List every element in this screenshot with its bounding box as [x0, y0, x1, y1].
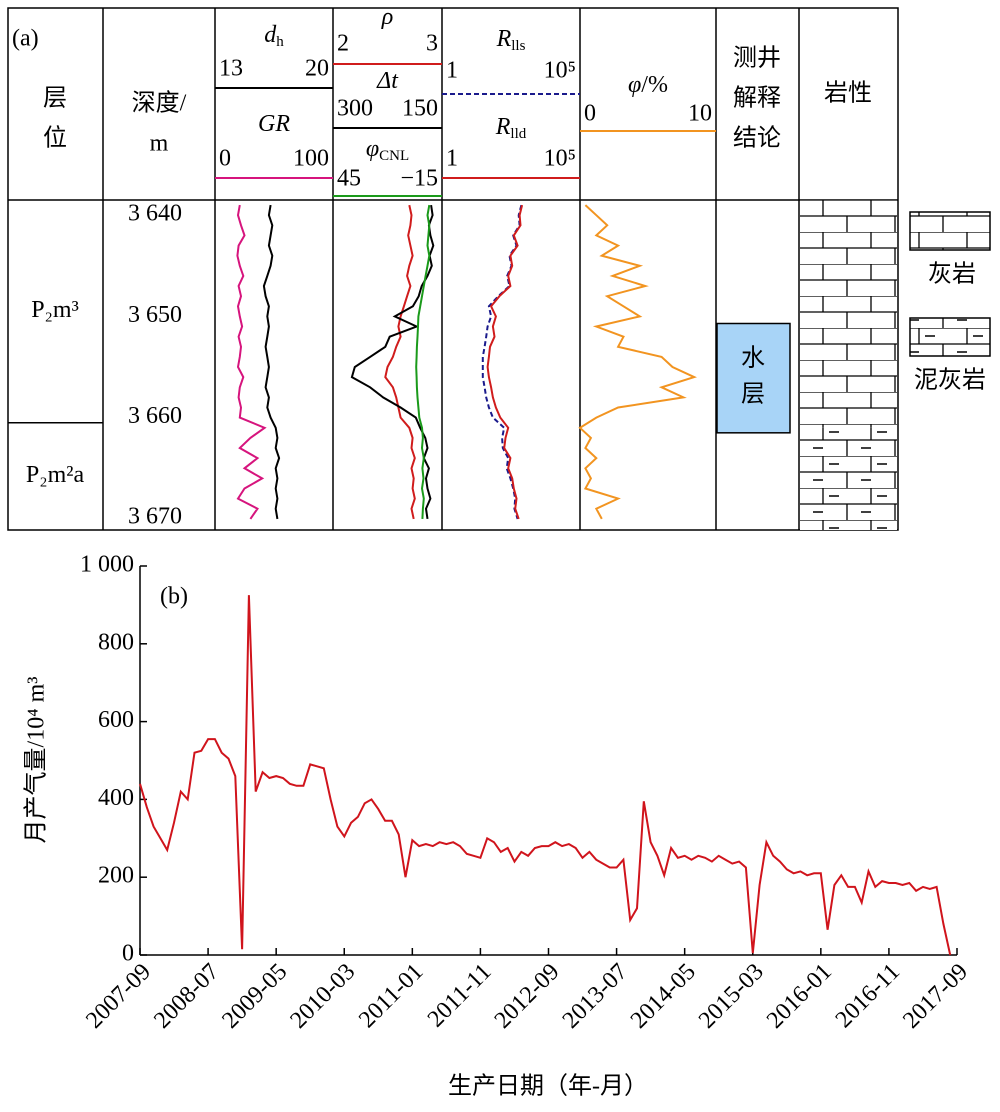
- curve-symbol: φ: [366, 136, 379, 162]
- scale-label: 2: [337, 31, 349, 57]
- legend-swatch: [909, 317, 991, 357]
- layer-label: P₂m³: [31, 297, 79, 323]
- depth-label: 3 660: [128, 403, 182, 429]
- scale-label: 100: [293, 146, 329, 172]
- x-tick-label: 2007-09: [81, 959, 156, 1034]
- scale-label: 150: [402, 96, 438, 122]
- zone-label: 层: [741, 382, 765, 408]
- x-tick-label: 2014-05: [626, 959, 701, 1034]
- y-tick-label: 200: [98, 863, 134, 889]
- y-tick-label: 800: [98, 629, 134, 655]
- legend-label: 泥灰岩: [914, 367, 986, 394]
- log-curve: [350, 204, 435, 520]
- scale-label: 300: [337, 96, 373, 122]
- curve-name: dh: [264, 22, 284, 51]
- scale-label: 0: [219, 146, 231, 172]
- curve-symbol: φ: [628, 72, 641, 98]
- y-tick-label: 1 000: [80, 552, 134, 578]
- curve-symbol: Δt: [376, 68, 399, 94]
- depth-label: 3 650: [128, 302, 182, 328]
- header-text: 层: [43, 86, 67, 112]
- header-text: 测井: [733, 45, 781, 72]
- curve-unit: /%: [641, 72, 668, 98]
- x-tick-label: 2009-05: [217, 959, 292, 1034]
- depth-label: 3 640: [128, 201, 182, 227]
- curve-name: φ/%: [628, 72, 668, 98]
- curve-subscript: h: [276, 34, 284, 50]
- curve-name: φCNL: [366, 136, 409, 165]
- curve-subscript: lld: [510, 126, 526, 142]
- curve-symbol: ρ: [381, 4, 394, 30]
- x-tick-label: 2010-03: [285, 959, 360, 1034]
- scale-label: 10: [688, 101, 712, 127]
- legend-label: 灰岩: [928, 261, 976, 288]
- curve-name: Rlld: [495, 114, 527, 143]
- layer-label: P₂m²a: [26, 462, 85, 488]
- scale-label: 3: [426, 31, 438, 57]
- log-curve: [262, 204, 281, 520]
- curve-name: Δt: [376, 68, 399, 94]
- curve-subscript: CNL: [379, 148, 409, 164]
- panel-label: (a): [12, 26, 39, 52]
- scale-label: 1: [446, 58, 458, 84]
- interpretation-zone: [716, 322, 791, 434]
- production-line: [139, 595, 952, 956]
- scale-label: 45: [337, 166, 361, 192]
- x-tick-label: 2008-07: [149, 959, 224, 1034]
- curve-symbol: d: [264, 22, 277, 48]
- y-axis-label: 月产气量/10⁴ m³: [23, 677, 50, 844]
- zone-label: 水: [741, 345, 765, 372]
- curve-name: ρ: [381, 4, 394, 30]
- depth-label: 3 670: [128, 504, 182, 530]
- scale-label: 10⁵: [544, 146, 576, 172]
- log-curve: [384, 204, 416, 520]
- curve-subscript: lls: [511, 38, 525, 54]
- curve-name: Rlls: [496, 26, 526, 55]
- y-tick-label: 0: [122, 941, 134, 967]
- x-tick-label: 2015-03: [694, 959, 769, 1034]
- scale-label: 13: [219, 56, 243, 82]
- log-curve: [236, 204, 267, 520]
- y-tick-label: 400: [98, 785, 134, 811]
- scale-label: 20: [305, 56, 329, 82]
- x-tick-label: 2013-07: [558, 959, 633, 1034]
- lithology-interval: [800, 427, 897, 530]
- x-axis-label: 生产日期（年-月）: [448, 1073, 648, 1100]
- x-tick-label: 2016-01: [762, 959, 837, 1034]
- legend-swatch: [909, 211, 991, 251]
- scale-label: 1: [446, 146, 458, 172]
- x-tick-label: 2012-09: [490, 959, 565, 1034]
- panel-label: (b): [160, 584, 188, 610]
- log-curve: [415, 204, 431, 519]
- production-chart: (b) 月产气量/10⁴ m³ 生产日期（年-月） 0 200 400 600 800 1…: [23, 552, 974, 1100]
- log-curve: [486, 204, 524, 520]
- header-text: m: [150, 131, 169, 157]
- log-curve: [578, 204, 697, 520]
- curve-symbol: R: [496, 26, 512, 52]
- header-text: 解释: [733, 85, 781, 112]
- y-tick-label: 600: [98, 707, 134, 733]
- scale-label: −15: [400, 166, 438, 192]
- panel-frame: [7, 7, 899, 531]
- header-text: 位: [43, 125, 67, 152]
- scale-label: 0: [584, 101, 596, 127]
- scale-label: 10⁵: [544, 58, 576, 84]
- x-tick-label: 2016-11: [831, 959, 905, 1033]
- well-log-panel: (a) 层 位 深度/ m 测井 解释 结论 岩性 灰岩 泥灰岩 3 640 3 …: [7, 4, 991, 531]
- x-tick-label: 2011-01: [354, 959, 428, 1033]
- header-text: 深度/: [132, 90, 187, 117]
- x-tick-label: 2011-11: [423, 959, 497, 1033]
- curve-name: GR: [258, 111, 290, 137]
- curve-symbol: GR: [258, 111, 290, 137]
- header-text: 结论: [733, 125, 781, 152]
- lithology-interval: [800, 200, 897, 428]
- header-text: 岩性: [824, 80, 872, 107]
- curve-symbol: R: [495, 114, 511, 140]
- x-tick-label: 2017-09: [898, 959, 973, 1034]
